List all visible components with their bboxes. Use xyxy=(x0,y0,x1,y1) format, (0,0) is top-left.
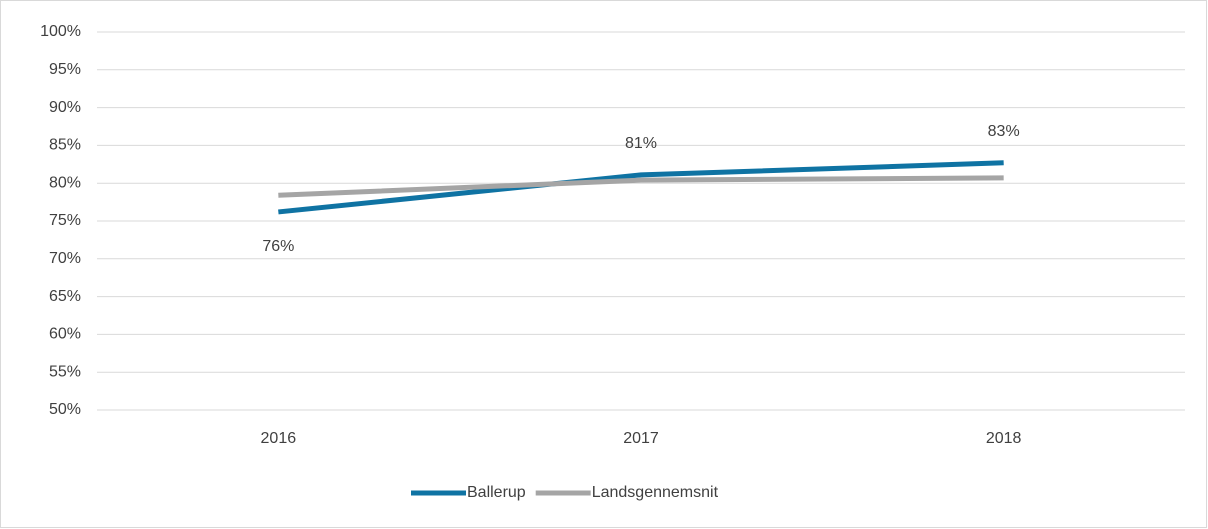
y-tick-label: 60% xyxy=(49,326,81,343)
y-tick-label: 50% xyxy=(49,401,81,418)
legend-label: Landsgennemsnit xyxy=(592,484,719,501)
y-tick-label: 90% xyxy=(49,99,81,116)
data-label: 81% xyxy=(625,135,657,152)
y-tick-label: 80% xyxy=(49,174,81,191)
x-tick-label: 2017 xyxy=(623,430,659,447)
data-label: 76% xyxy=(262,238,294,255)
y-tick-label: 100% xyxy=(40,23,81,40)
x-tick-label: 2016 xyxy=(261,430,297,447)
data-label: 83% xyxy=(988,123,1020,140)
y-tick-label: 75% xyxy=(49,212,81,229)
y-tick-label: 95% xyxy=(49,61,81,78)
y-tick-label: 70% xyxy=(49,250,81,267)
x-tick-label: 2018 xyxy=(986,430,1022,447)
y-tick-label: 65% xyxy=(49,288,81,305)
y-tick-label: 85% xyxy=(49,137,81,154)
legend-label: Ballerup xyxy=(467,484,526,501)
series-line xyxy=(278,175,1004,198)
series-line xyxy=(278,160,1004,215)
y-tick-label: 55% xyxy=(49,363,81,380)
